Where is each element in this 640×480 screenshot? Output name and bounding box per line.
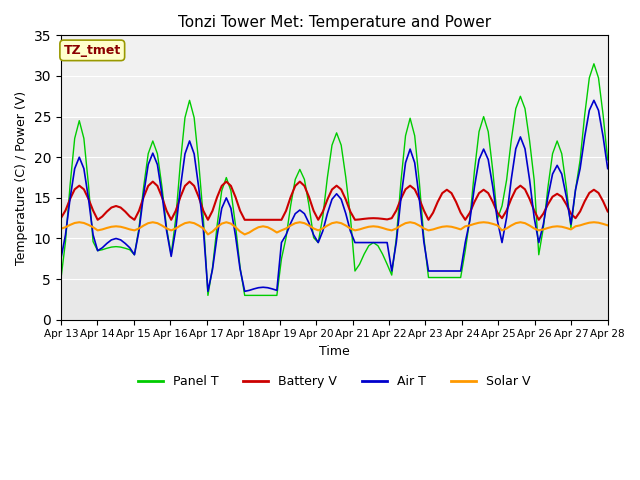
- Battery V: [369, 216, 377, 221]
- Panel T: [57, 276, 65, 282]
- Air T: [204, 288, 212, 294]
- Battery V: [443, 187, 451, 192]
- Solar V: [177, 223, 184, 228]
- Line: Panel T: Panel T: [61, 64, 608, 295]
- Panel T: [590, 61, 598, 67]
- Air T: [493, 217, 501, 223]
- Line: Battery V: Battery V: [61, 181, 608, 220]
- Air T: [209, 266, 216, 272]
- Solar V: [57, 226, 65, 232]
- Solar V: [604, 222, 612, 228]
- Battery V: [213, 194, 221, 200]
- Title: Tonzi Tower Met: Temperature and Power: Tonzi Tower Met: Temperature and Power: [178, 15, 491, 30]
- Air T: [365, 240, 372, 245]
- Battery V: [181, 183, 189, 189]
- Air T: [590, 97, 598, 103]
- Panel T: [595, 75, 602, 81]
- Solar V: [498, 228, 506, 233]
- Battery V: [149, 179, 157, 184]
- Panel T: [365, 243, 372, 249]
- Solar V: [204, 231, 212, 237]
- Solar V: [76, 219, 83, 225]
- Panel T: [604, 157, 612, 163]
- Air T: [438, 268, 446, 274]
- Solar V: [213, 224, 221, 230]
- Panel T: [204, 292, 212, 298]
- Air T: [595, 108, 602, 113]
- Air T: [172, 226, 180, 232]
- Y-axis label: Temperature (C) / Power (V): Temperature (C) / Power (V): [15, 91, 28, 264]
- Solar V: [443, 223, 451, 229]
- Air T: [604, 166, 612, 171]
- Battery V: [94, 217, 102, 223]
- Panel T: [493, 216, 501, 222]
- Battery V: [498, 216, 506, 221]
- Air T: [57, 256, 65, 262]
- X-axis label: Time: Time: [319, 345, 349, 358]
- Text: TZ_tmet: TZ_tmet: [63, 44, 121, 57]
- Battery V: [604, 209, 612, 215]
- Panel T: [438, 275, 446, 280]
- Legend: Panel T, Battery V, Air T, Solar V: Panel T, Battery V, Air T, Solar V: [133, 370, 536, 393]
- Line: Air T: Air T: [61, 100, 608, 291]
- Bar: [61, 36, 608, 117]
- Panel T: [209, 264, 216, 270]
- Line: Solar V: Solar V: [61, 222, 608, 234]
- Battery V: [595, 190, 602, 196]
- Battery V: [57, 216, 65, 221]
- Panel T: [172, 216, 180, 221]
- Solar V: [595, 220, 602, 226]
- Solar V: [369, 223, 377, 229]
